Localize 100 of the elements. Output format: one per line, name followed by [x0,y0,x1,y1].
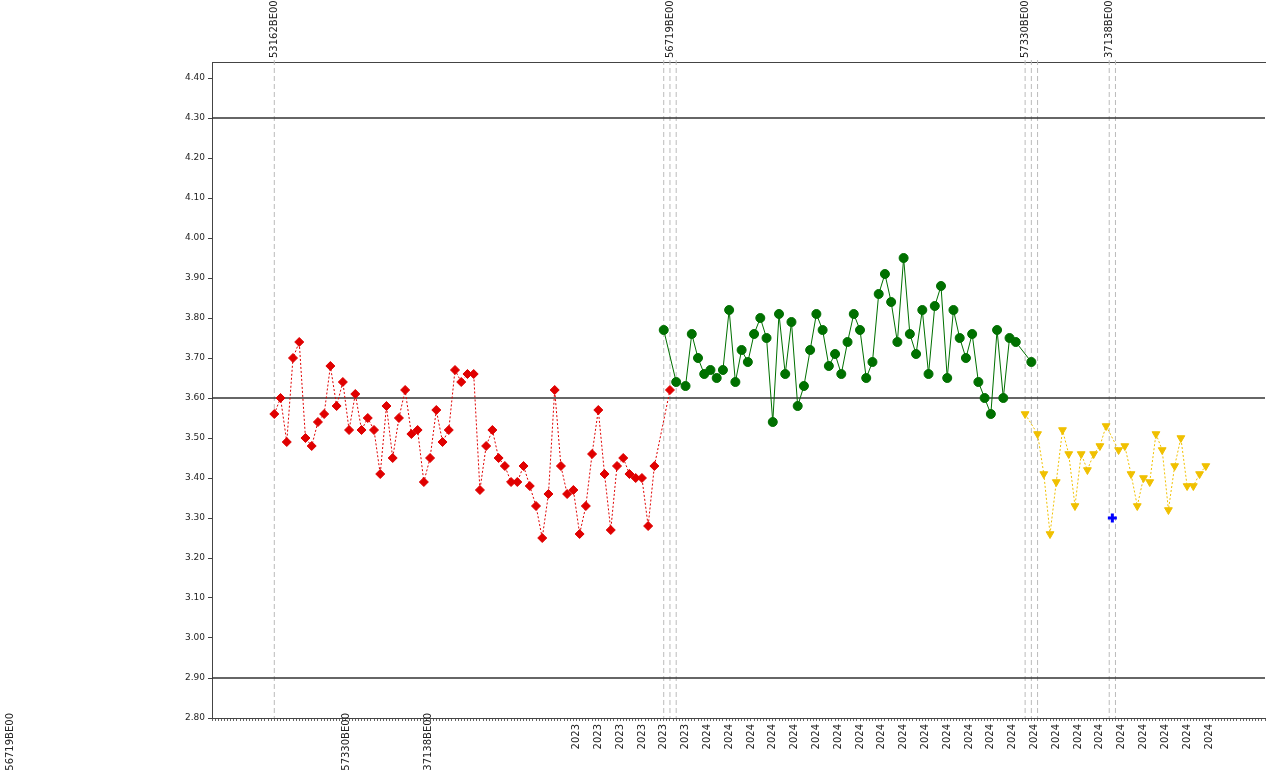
point [749,329,760,339]
x-tick-label: 2024 [897,724,909,750]
point [1182,483,1192,491]
point [979,393,990,403]
x-tick-label: 2024 [1202,724,1214,750]
y-tick-label: 3.20 [184,552,206,563]
y-tick-label: 3.00 [184,632,206,643]
point [967,329,978,339]
point [1095,443,1105,451]
point [1045,531,1055,539]
point [855,325,865,335]
point [861,373,872,383]
point [948,305,959,315]
point [1151,431,1161,439]
point [1157,447,1167,455]
x-tick-label: 2024 [940,724,952,750]
x-tick-label: 2023 [635,724,647,750]
x-tick-label: 2024 [1028,724,1040,750]
x-tick-label: 2024 [962,724,974,750]
x-tick-label: 2024 [1115,724,1127,750]
point [960,353,971,363]
text: 57330BE00 [1018,0,1030,58]
x-tick-label: 2024 [766,724,778,750]
point [1076,451,1086,459]
point [867,357,878,367]
point [929,301,940,311]
x-tick-label: 2024 [1158,724,1170,750]
point [736,345,747,355]
point [1020,411,1030,419]
x-tick-label: 2024 [1006,724,1018,750]
point [686,329,697,339]
point [942,373,953,383]
point [1139,475,1148,483]
point [1064,451,1074,459]
point [911,349,922,359]
point [774,309,784,319]
point [904,329,915,339]
point [786,317,797,327]
annotation: 37138BE00 [422,713,433,771]
point [1126,471,1136,479]
x-tick-label: 2024 [1180,724,1192,750]
point [717,365,728,375]
point [705,365,716,375]
point [923,369,934,379]
point [1070,503,1080,511]
x-tick-label: 2024 [1071,724,1083,750]
y-tick-label: 3.60 [184,392,206,403]
point [1164,507,1173,515]
point [761,333,772,343]
point [811,309,822,319]
point [1051,479,1061,487]
point [780,369,791,379]
y-tick-label: 3.40 [184,472,206,483]
point [879,269,890,279]
point [992,325,1003,335]
point [842,337,853,347]
x-tick-label: 2024 [1049,724,1061,750]
point [680,381,691,391]
point [1114,447,1123,455]
point [886,297,897,307]
point [898,253,909,263]
point [711,373,722,383]
y-tick-label: 4.40 [184,72,206,83]
point [823,361,834,371]
x-tick-label: 2024 [831,724,843,750]
point [798,381,809,391]
x-tick-label: 2023 [679,724,691,750]
x-tick-label: 2024 [722,724,734,750]
point [1058,427,1067,435]
point [917,305,928,315]
point [1026,357,1037,367]
point [767,417,778,427]
point [742,357,753,367]
x-tick-label: 2024 [744,724,756,750]
x-tick-label: 2023 [570,724,582,750]
point [817,325,828,335]
x-tick-label: 2024 [788,724,800,750]
point [693,353,703,363]
point [1201,463,1211,471]
y-tick-label: 4.10 [184,192,206,203]
point [848,309,859,319]
point [658,325,669,335]
x-tick-label: 2024 [1137,724,1149,750]
point [1176,435,1186,443]
text: 56719BE00 [663,0,675,58]
text: 56719BE00 [4,713,15,771]
point [730,377,741,387]
x-tick-label: 2023 [657,724,669,750]
point [1033,431,1042,439]
point [973,377,984,387]
point [671,377,682,387]
point [1089,451,1099,459]
point [1101,423,1111,431]
point [1132,503,1142,511]
x-tick-label: 2023 [613,724,625,750]
text: 37138BE00 [1102,0,1114,58]
point [1120,443,1130,451]
point [892,337,903,347]
point [985,409,996,419]
point [830,349,841,359]
